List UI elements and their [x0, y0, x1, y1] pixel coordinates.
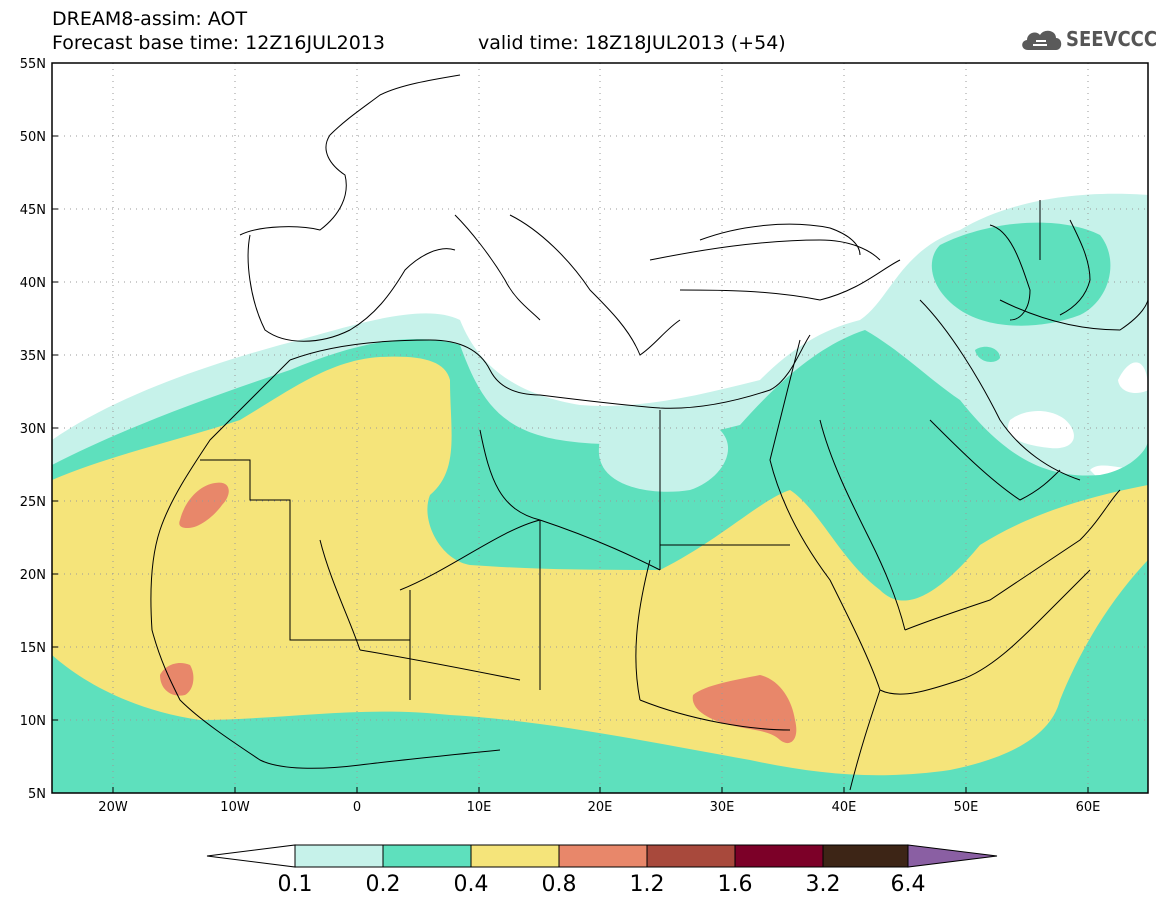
- legend-swatch: [734, 844, 824, 868]
- lon-label: 10E: [467, 800, 492, 815]
- lon-label: 10W: [220, 800, 250, 815]
- legend-label: 1.6: [718, 872, 753, 897]
- legend-label: 0.4: [454, 872, 489, 897]
- logo-text: SEEVCCC: [1066, 27, 1158, 51]
- lat-label: 35N: [20, 349, 46, 364]
- lon-label: 20W: [98, 800, 128, 815]
- legend-label: 0.2: [366, 872, 401, 897]
- lat-label: 20N: [20, 568, 46, 583]
- legend-label: 0.8: [542, 872, 577, 897]
- aot-hole-iran: [1008, 410, 1074, 449]
- aot-patch-mauritania: [179, 482, 229, 528]
- legend-swatch: [470, 844, 560, 868]
- aot-caspian-blob: [931, 222, 1111, 326]
- lat-label: 10N: [20, 714, 46, 729]
- lat-label: 5N: [28, 787, 46, 802]
- legend-arrow-low: [206, 844, 296, 868]
- seevccc-logo: SEEVCCC: [1018, 24, 1158, 58]
- lon-labels: 20W 10W 0 10E 20E 30E 40E 50E 60E: [98, 800, 1100, 815]
- legend-swatch: [822, 844, 909, 868]
- legend-swatch: [646, 844, 736, 868]
- coastlines: [150, 74, 1148, 791]
- lat-label: 25N: [20, 495, 46, 510]
- legend-swatch: [558, 844, 648, 868]
- lon-label: 40E: [832, 800, 857, 815]
- header: DREAM8-assim: AOT Forecast base time: 12…: [0, 0, 1165, 62]
- lat-label: 30N: [20, 422, 46, 437]
- legend-labels: 0.1 0.2 0.4 0.8 1.2 1.6 3.2 6.4: [278, 872, 926, 897]
- lon-label: 60E: [1076, 800, 1101, 815]
- legend-colorbar: [206, 844, 998, 868]
- lat-label: 55N: [20, 57, 46, 72]
- legend-label: 1.2: [630, 872, 665, 897]
- legend-swatch: [294, 844, 384, 868]
- lat-label: 50N: [20, 130, 46, 145]
- valid-time: valid time: 18Z18JUL2013 (+54): [478, 32, 786, 54]
- legend-label: 3.2: [806, 872, 841, 897]
- aot-patch-sudan: [692, 675, 797, 744]
- lat-label: 15N: [20, 641, 46, 656]
- lon-ticks: [112, 787, 1089, 793]
- legend-label: 6.4: [891, 872, 926, 897]
- legend-arrow-high: [907, 844, 998, 868]
- aot-band-0.4: [52, 356, 1148, 776]
- lat-label: 40N: [20, 276, 46, 291]
- lon-label: 20E: [588, 800, 613, 815]
- lon-label: 30E: [710, 800, 735, 815]
- cloud-icon: [1022, 30, 1062, 50]
- aot-small-blob: [975, 346, 1000, 362]
- aot-cyan-sahara: [598, 430, 729, 492]
- map-title: DREAM8-assim: AOT: [52, 8, 248, 30]
- legend-label: 0.1: [278, 872, 313, 897]
- legend-swatch: [382, 844, 472, 868]
- lon-label: 0: [353, 800, 361, 815]
- aot-field: [52, 63, 1148, 793]
- aot-patch-senegal: [160, 663, 194, 696]
- lon-label: 50E: [954, 800, 979, 815]
- lat-labels: 55N 50N 45N 40N 35N 30N 25N 20N 15N 10N …: [20, 57, 46, 802]
- aot-hole-east: [1118, 362, 1148, 393]
- forecast-base-time: Forecast base time: 12Z16JUL2013: [52, 32, 385, 54]
- lat-ticks: [52, 62, 58, 794]
- lat-label: 45N: [20, 203, 46, 218]
